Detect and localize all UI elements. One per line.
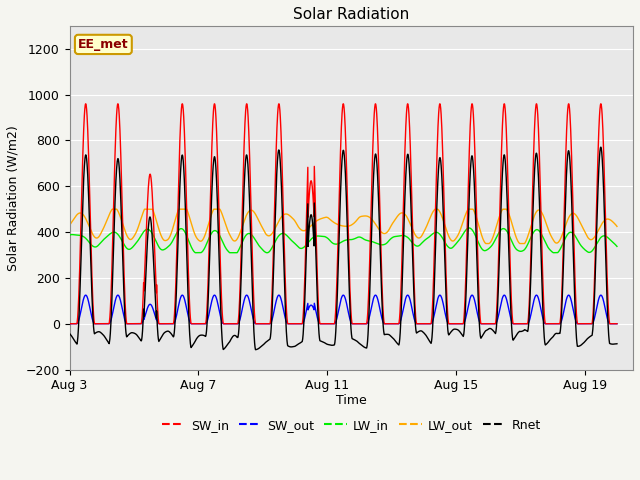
Legend: SW_in, SW_out, LW_in, LW_out, Rnet: SW_in, SW_out, LW_in, LW_out, Rnet (157, 414, 546, 437)
Title: Solar Radiation: Solar Radiation (293, 7, 410, 22)
Text: EE_met: EE_met (78, 38, 129, 51)
Y-axis label: Solar Radiation (W/m2): Solar Radiation (W/m2) (7, 125, 20, 271)
X-axis label: Time: Time (336, 394, 367, 407)
